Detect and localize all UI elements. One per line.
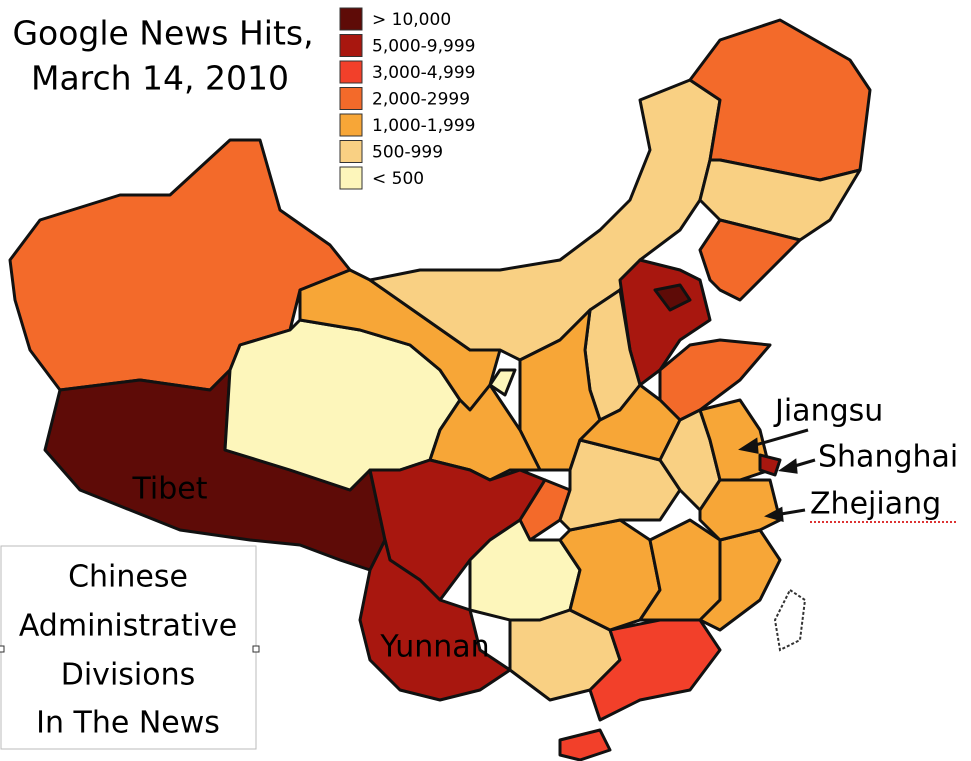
region [653,283,692,312]
legend-swatch [339,140,363,163]
caption-line: Divisions [61,658,196,693]
legend-swatch [339,87,363,110]
region [698,528,782,632]
region [558,518,662,632]
legend-swatch [339,113,363,137]
legend-swatch [339,7,363,31]
caption-box [0,545,257,750]
caption-line: In The News [36,706,220,741]
title-line: March 14, 2010 [31,59,289,98]
legend-swatch [339,34,363,57]
region [518,478,572,542]
region [698,398,772,482]
handle [252,645,260,653]
handle [0,645,5,653]
provinces [8,18,872,761]
caption-line: Chinese [68,560,188,595]
legend: > 10,000 5,000-9,999 3,000-4,999 2,000-2999… [339,7,475,190]
map-label: Zhejiang [810,487,941,522]
region [428,383,542,482]
legend-label: < 500 [372,169,424,189]
region [488,368,517,397]
legend-label: 5,000-9,999 [372,37,475,57]
region [358,538,512,702]
taiwan [773,588,807,652]
title-line: Google News Hits, [12,14,313,53]
legend-swatch [339,60,363,84]
region [698,218,802,302]
region [698,158,862,242]
legend-label: 1,000-1,999 [372,116,475,136]
map-label: Jiangsu [773,394,883,429]
region [758,453,782,477]
legend-label: 3,000-4,999 [372,63,475,83]
region [558,728,612,761]
region [698,478,782,542]
legend-label: 500-999 [372,143,443,163]
caption-line: Administrative [19,609,237,644]
legend-swatch [339,166,363,190]
map-label: Yunnan [379,630,489,665]
legend-label: > 10,000 [372,10,451,30]
map-label: Tibet [132,472,208,507]
legend-label: 2,000-2999 [372,90,470,110]
map-label: Shanghai [818,440,958,475]
arrows [738,428,816,523]
